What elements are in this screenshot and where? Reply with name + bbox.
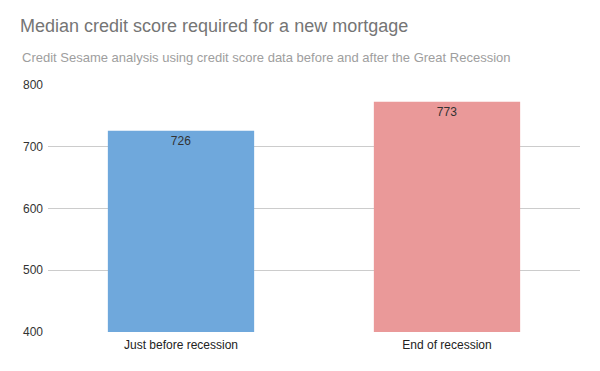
svg-text:End of recession: End of recession [402,338,491,352]
svg-text:800: 800 [23,78,43,92]
svg-text:Median credit score required f: Median credit score required for a new m… [20,16,408,36]
svg-text:773: 773 [437,105,457,119]
svg-text:600: 600 [23,202,43,216]
svg-text:500: 500 [23,263,43,277]
svg-text:700: 700 [23,140,43,154]
svg-text:400: 400 [23,325,43,339]
svg-text:Just before recession: Just before recession [124,338,238,352]
svg-text:726: 726 [171,134,191,148]
svg-text:Credit Sesame analysis using c: Credit Sesame analysis using credit scor… [22,50,510,65]
